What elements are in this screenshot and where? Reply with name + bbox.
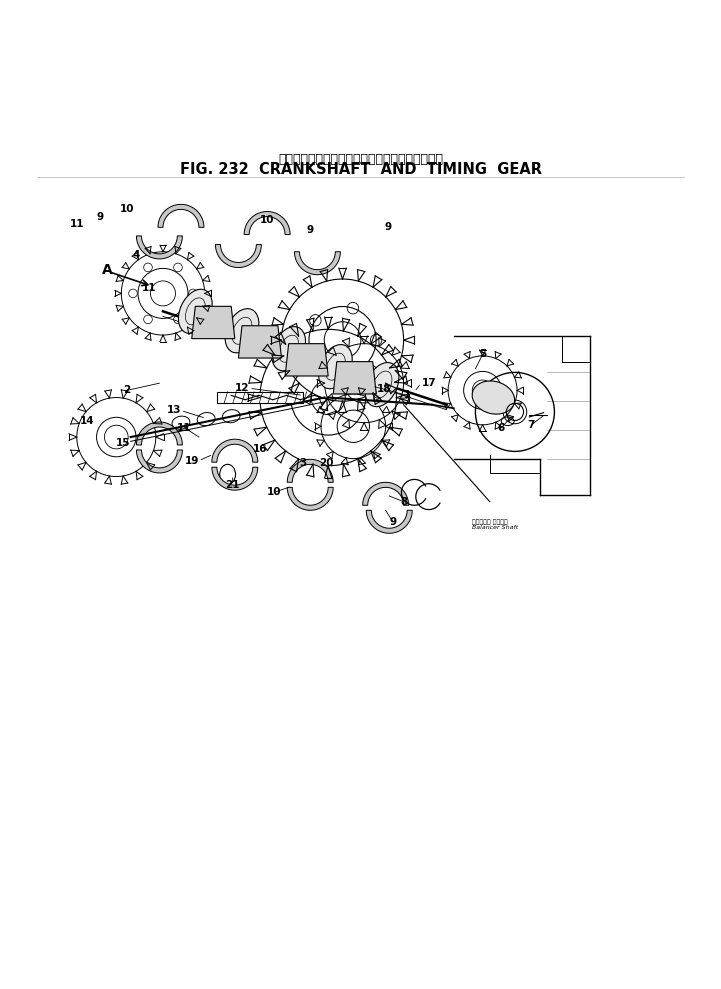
- Polygon shape: [294, 252, 340, 275]
- Polygon shape: [136, 450, 182, 473]
- Polygon shape: [136, 422, 182, 445]
- Polygon shape: [287, 488, 333, 510]
- Text: 9: 9: [97, 212, 104, 222]
- Polygon shape: [287, 459, 333, 483]
- Ellipse shape: [179, 289, 212, 333]
- Text: 9: 9: [389, 517, 397, 527]
- Ellipse shape: [272, 326, 306, 371]
- Text: 2: 2: [123, 386, 131, 396]
- Ellipse shape: [172, 416, 190, 429]
- Text: FIG. 232  CRANKSHAFT  AND  TIMING  GEAR: FIG. 232 CRANKSHAFT AND TIMING GEAR: [180, 162, 541, 177]
- Text: バランサー シャフト: バランサー シャフト: [472, 519, 508, 525]
- Text: 12: 12: [235, 383, 249, 394]
- Text: 1: 1: [404, 391, 411, 401]
- Text: 11: 11: [141, 284, 156, 294]
- Text: 10: 10: [260, 216, 275, 225]
- Text: 10: 10: [120, 205, 134, 215]
- Text: 14: 14: [80, 415, 95, 425]
- Polygon shape: [333, 362, 376, 394]
- Ellipse shape: [197, 412, 215, 425]
- Text: 9: 9: [384, 223, 392, 232]
- Text: 4: 4: [133, 250, 140, 260]
- Text: 19: 19: [185, 456, 199, 466]
- Text: 21: 21: [226, 481, 240, 491]
- Text: 18: 18: [377, 384, 392, 394]
- Bar: [217, 392, 303, 404]
- Text: 8: 8: [400, 496, 407, 506]
- Text: 5: 5: [479, 349, 486, 359]
- Polygon shape: [244, 212, 290, 234]
- Ellipse shape: [225, 309, 259, 353]
- Polygon shape: [366, 510, 412, 533]
- Polygon shape: [212, 467, 258, 491]
- Polygon shape: [285, 343, 328, 376]
- Text: 9: 9: [306, 225, 314, 235]
- Ellipse shape: [366, 363, 399, 406]
- Text: 17: 17: [421, 378, 436, 388]
- Polygon shape: [216, 244, 262, 267]
- Text: クランクシャフト　および　タイミング　ギヤー: クランクシャフト および タイミング ギヤー: [278, 152, 443, 165]
- Polygon shape: [136, 236, 182, 259]
- Polygon shape: [363, 483, 409, 505]
- Text: Balancer Shaft: Balancer Shaft: [472, 525, 518, 530]
- Text: 11: 11: [177, 422, 192, 433]
- Text: 13: 13: [167, 405, 181, 415]
- Ellipse shape: [472, 381, 515, 414]
- Text: 15: 15: [116, 438, 131, 448]
- Polygon shape: [212, 439, 258, 462]
- Polygon shape: [158, 205, 204, 227]
- Text: A: A: [102, 263, 112, 278]
- Text: 3: 3: [299, 458, 306, 468]
- Text: 16: 16: [252, 444, 267, 454]
- Ellipse shape: [222, 409, 240, 422]
- Text: 7: 7: [528, 420, 535, 430]
- Polygon shape: [239, 325, 281, 358]
- Ellipse shape: [319, 344, 353, 389]
- Text: 6: 6: [497, 423, 504, 433]
- Text: 10: 10: [267, 488, 282, 497]
- Polygon shape: [192, 307, 235, 338]
- Text: 11: 11: [69, 219, 84, 228]
- Text: 20: 20: [319, 458, 334, 468]
